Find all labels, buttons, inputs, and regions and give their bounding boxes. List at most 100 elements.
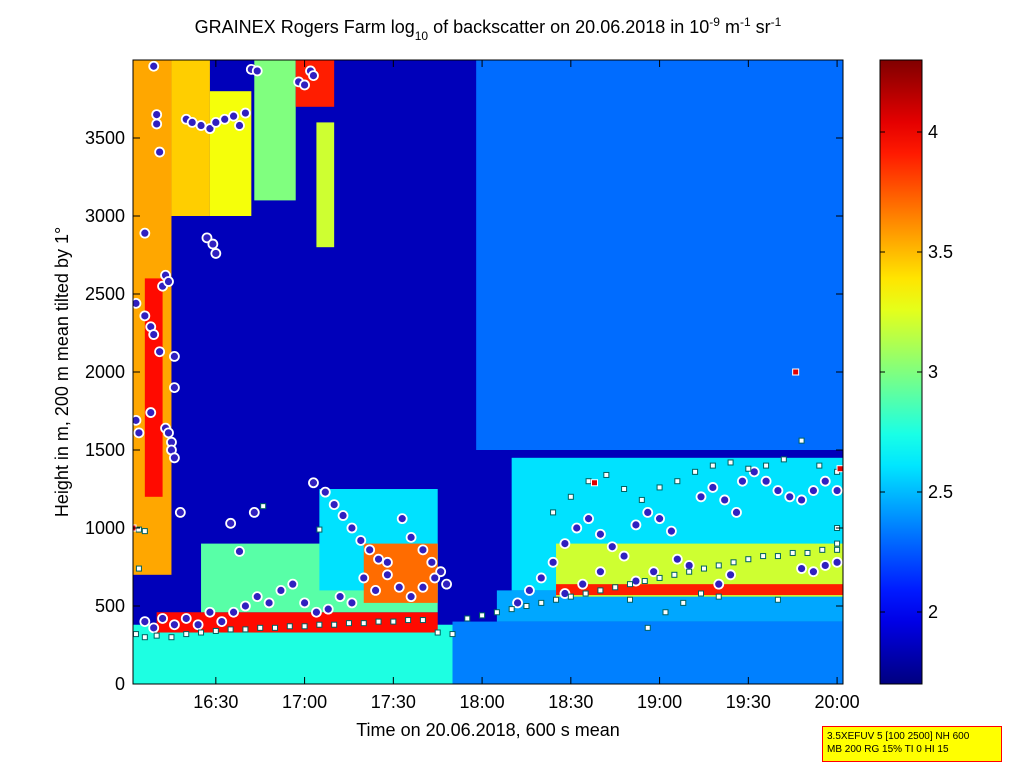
- layer-detection-marker: [441, 578, 452, 590]
- layer-detection-marker: [382, 556, 393, 568]
- layer-detection-marker: [535, 572, 547, 584]
- cloud-base-marker: [419, 617, 426, 624]
- colorbar: [879, 59, 923, 685]
- processing-parameters-box: 3.5XEFUV 5 [100 2500] NH 600 MB 200 RG 1…: [822, 726, 1002, 762]
- layer-detection-marker: [364, 544, 376, 556]
- layer-detection-marker: [154, 146, 166, 158]
- layer-detection-marker: [382, 569, 393, 581]
- cloud-base-marker: [550, 509, 557, 516]
- colorbar-tick-label: 3.5: [928, 242, 953, 262]
- y-tick-label: 1000: [85, 518, 125, 538]
- layer-detection-marker: [145, 407, 157, 418]
- layer-detection-marker: [287, 578, 299, 590]
- layer-detection-marker: [426, 556, 438, 568]
- layer-detection-marker: [169, 452, 180, 464]
- cloud-base-marker: [834, 546, 841, 553]
- cloud-base-marker: [774, 596, 781, 603]
- cloud-base-marker: [183, 631, 190, 638]
- layer-detection-marker: [210, 248, 222, 259]
- heatmap-region: [254, 60, 296, 201]
- layer-detection-marker: [373, 553, 384, 565]
- x-tick-label: 16:30: [193, 692, 238, 712]
- cloud-base-marker: [301, 623, 308, 630]
- x-tick-label: 17:00: [282, 692, 327, 712]
- title-part: m: [720, 17, 740, 37]
- layer-detection-marker: [671, 553, 683, 565]
- cloud-base-marker: [242, 626, 249, 633]
- layer-detection-marker: [299, 597, 310, 609]
- layer-detection-marker: [163, 276, 174, 287]
- layer-detection-marker: [240, 600, 251, 612]
- layer-detection-marker: [713, 578, 725, 590]
- layer-detection-marker: [308, 70, 319, 81]
- layer-detection-marker: [174, 507, 186, 518]
- layer-detection-marker: [737, 475, 748, 487]
- backscatter-heatmap: [133, 60, 843, 684]
- title-part: of backscatter on 20.06.2018 in 10: [428, 17, 709, 37]
- cloud-base-marker: [168, 634, 175, 641]
- layer-detection-marker: [228, 606, 239, 618]
- layer-detection-marker: [180, 613, 192, 624]
- layer-detection-marker: [606, 541, 618, 553]
- layer-detection-marker: [210, 117, 222, 128]
- title-part: sr: [751, 17, 771, 37]
- layer-detection-marker: [263, 597, 275, 609]
- layer-detection-marker: [169, 350, 180, 362]
- cloud-base-marker: [375, 618, 382, 625]
- cloud-base-marker: [627, 581, 633, 588]
- layer-detection-marker: [819, 475, 831, 487]
- cloud-base-marker: [798, 437, 805, 444]
- cloud-base-marker: [141, 634, 148, 641]
- cloud-base-marker: [730, 559, 737, 566]
- cloud-base-marker: [316, 526, 323, 533]
- layer-detection-marker: [207, 238, 219, 250]
- layer-detection-marker: [308, 477, 319, 489]
- layer-detection-marker: [559, 538, 571, 549]
- parameters-line-1: 3.5XEFUV 5 [100 2500] NH 600: [827, 731, 970, 742]
- layer-detection-marker: [219, 113, 231, 125]
- cloud-base-marker: [585, 478, 592, 485]
- cloud-base-marker: [727, 459, 734, 466]
- layer-detection-marker: [163, 427, 174, 439]
- flag-marker: [591, 479, 598, 487]
- cloud-base-marker: [638, 496, 645, 503]
- layer-detection-marker: [435, 566, 447, 578]
- layer-detection-marker: [577, 578, 589, 590]
- layer-detection-marker: [186, 117, 198, 128]
- cloud-base-marker: [597, 587, 604, 594]
- layer-detection-marker: [831, 556, 843, 568]
- cloud-base-marker: [698, 590, 704, 597]
- cloud-base-marker: [272, 624, 278, 631]
- layer-detection-marker: [322, 603, 334, 615]
- cloud-base-marker: [656, 574, 663, 581]
- cloud-base-marker: [760, 553, 767, 560]
- cloud-base-marker: [316, 621, 323, 628]
- cloud-base-marker: [674, 478, 681, 485]
- x-tick-label: 19:30: [726, 692, 771, 712]
- cloud-base-marker: [709, 462, 716, 469]
- cloud-base-marker: [464, 615, 471, 622]
- layer-detection-marker: [275, 585, 287, 596]
- layer-detection-marker: [355, 535, 367, 546]
- y-axis: 0 500 1000 1500 2000 2500 3000 3500: [85, 128, 843, 694]
- layer-detection-marker: [139, 310, 151, 322]
- heatmap-region: [156, 612, 438, 633]
- cloud-base-marker: [582, 590, 589, 597]
- cloud-base-marker: [612, 584, 619, 591]
- layer-detection-marker: [133, 414, 142, 426]
- layer-detection-marker: [417, 544, 429, 556]
- cloud-base-marker: [621, 486, 628, 492]
- layer-detection-marker: [559, 588, 571, 599]
- layer-detection-marker: [192, 619, 204, 631]
- layer-detection-marker: [583, 513, 594, 525]
- heatmap-region: [476, 60, 843, 450]
- cloud-base-marker: [745, 556, 752, 563]
- chart-title: GRAINEX Rogers Farm log10 of backscatter…: [195, 15, 782, 43]
- layer-detection-marker: [328, 499, 340, 511]
- layer-detection-marker: [216, 616, 228, 627]
- layer-detection-marker: [204, 123, 216, 135]
- detection-markers: [133, 60, 843, 641]
- colorbar-tick-label: 3: [928, 362, 938, 382]
- cloud-base-marker: [449, 631, 456, 638]
- heatmap-region: [133, 624, 468, 684]
